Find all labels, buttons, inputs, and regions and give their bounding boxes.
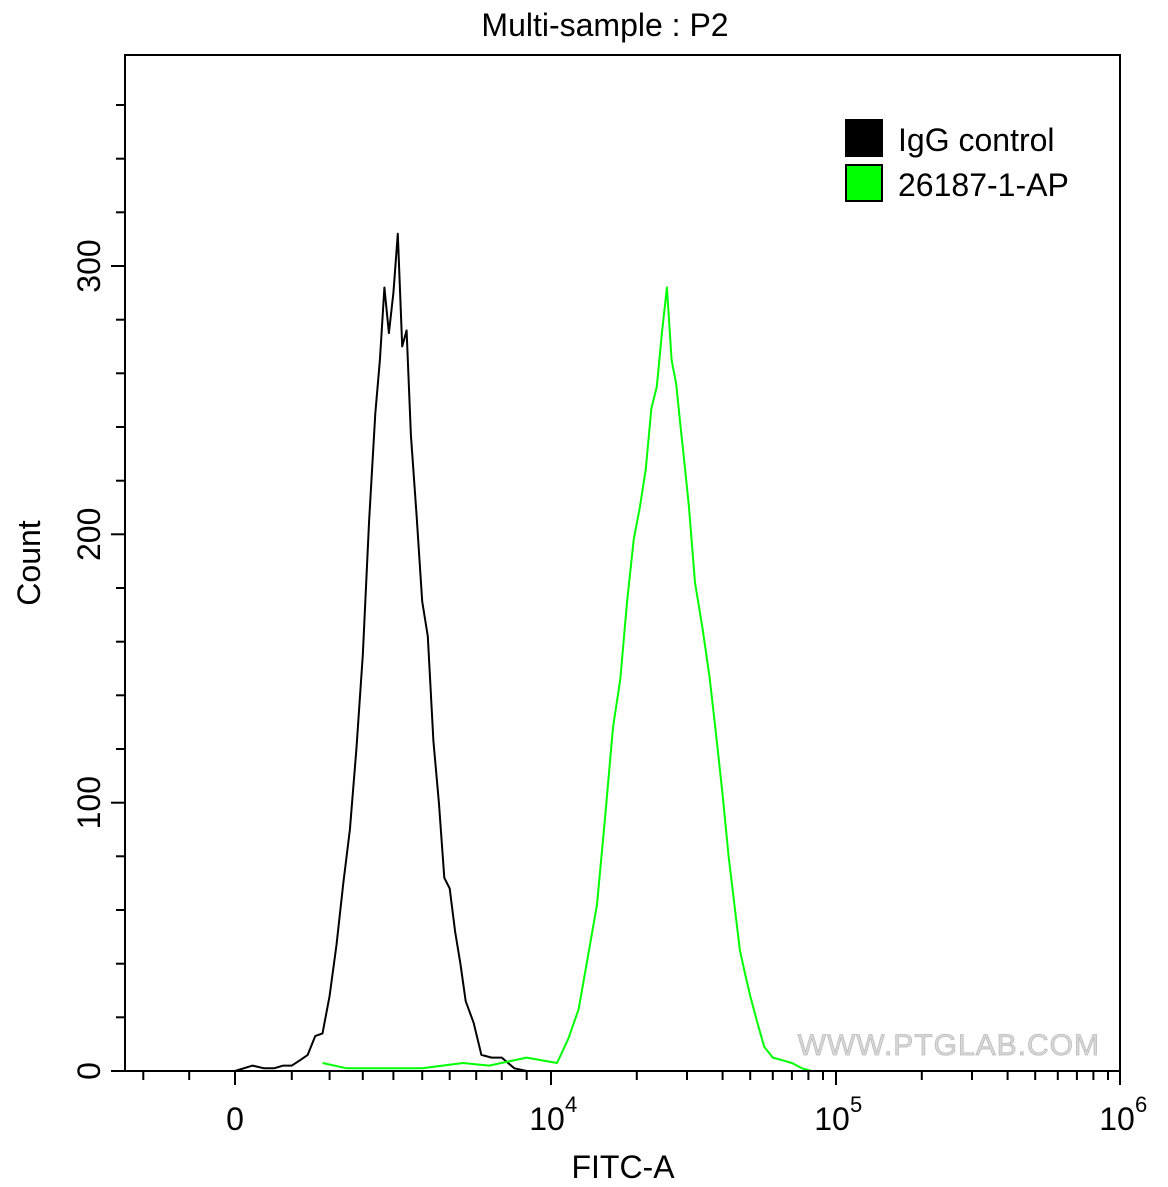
legend-swatch bbox=[845, 119, 883, 157]
series-line-2 bbox=[322, 286, 812, 1072]
x-tick-label: 10 bbox=[529, 1101, 565, 1137]
y-tick-label: 300 bbox=[71, 239, 107, 292]
x-tick-exponent: 5 bbox=[850, 1092, 862, 1117]
chart-title: Multi-sample : P2 bbox=[481, 7, 728, 43]
x-tick-label: 0 bbox=[226, 1101, 244, 1137]
x-axis-label: FITC-A bbox=[571, 1149, 675, 1185]
y-axis: 0 100 200 300 bbox=[71, 104, 125, 1080]
x-axis: 0 10 4 10 5 10 6 bbox=[142, 1071, 1147, 1137]
legend-swatch bbox=[845, 164, 883, 202]
legend-label: IgG control bbox=[898, 122, 1055, 158]
x-tick-exponent: 6 bbox=[1135, 1092, 1147, 1117]
y-axis-label: Count bbox=[11, 520, 47, 606]
series-line-1 bbox=[234, 232, 527, 1072]
y-tick-label: 0 bbox=[71, 1062, 107, 1080]
plot-area bbox=[234, 232, 812, 1072]
plot-frame bbox=[124, 54, 1121, 1072]
legend-label: 26187-1-AP bbox=[898, 167, 1069, 203]
x-tick-label: 10 bbox=[1099, 1101, 1135, 1137]
x-tick-exponent: 4 bbox=[565, 1092, 577, 1117]
y-tick-label: 200 bbox=[71, 508, 107, 561]
y-tick-label: 100 bbox=[71, 776, 107, 829]
watermark: WWW.PTGLAB.COM bbox=[798, 1029, 1100, 1062]
legend: IgG control 26187-1-AP bbox=[845, 119, 1069, 203]
x-tick-label: 10 bbox=[814, 1101, 850, 1137]
